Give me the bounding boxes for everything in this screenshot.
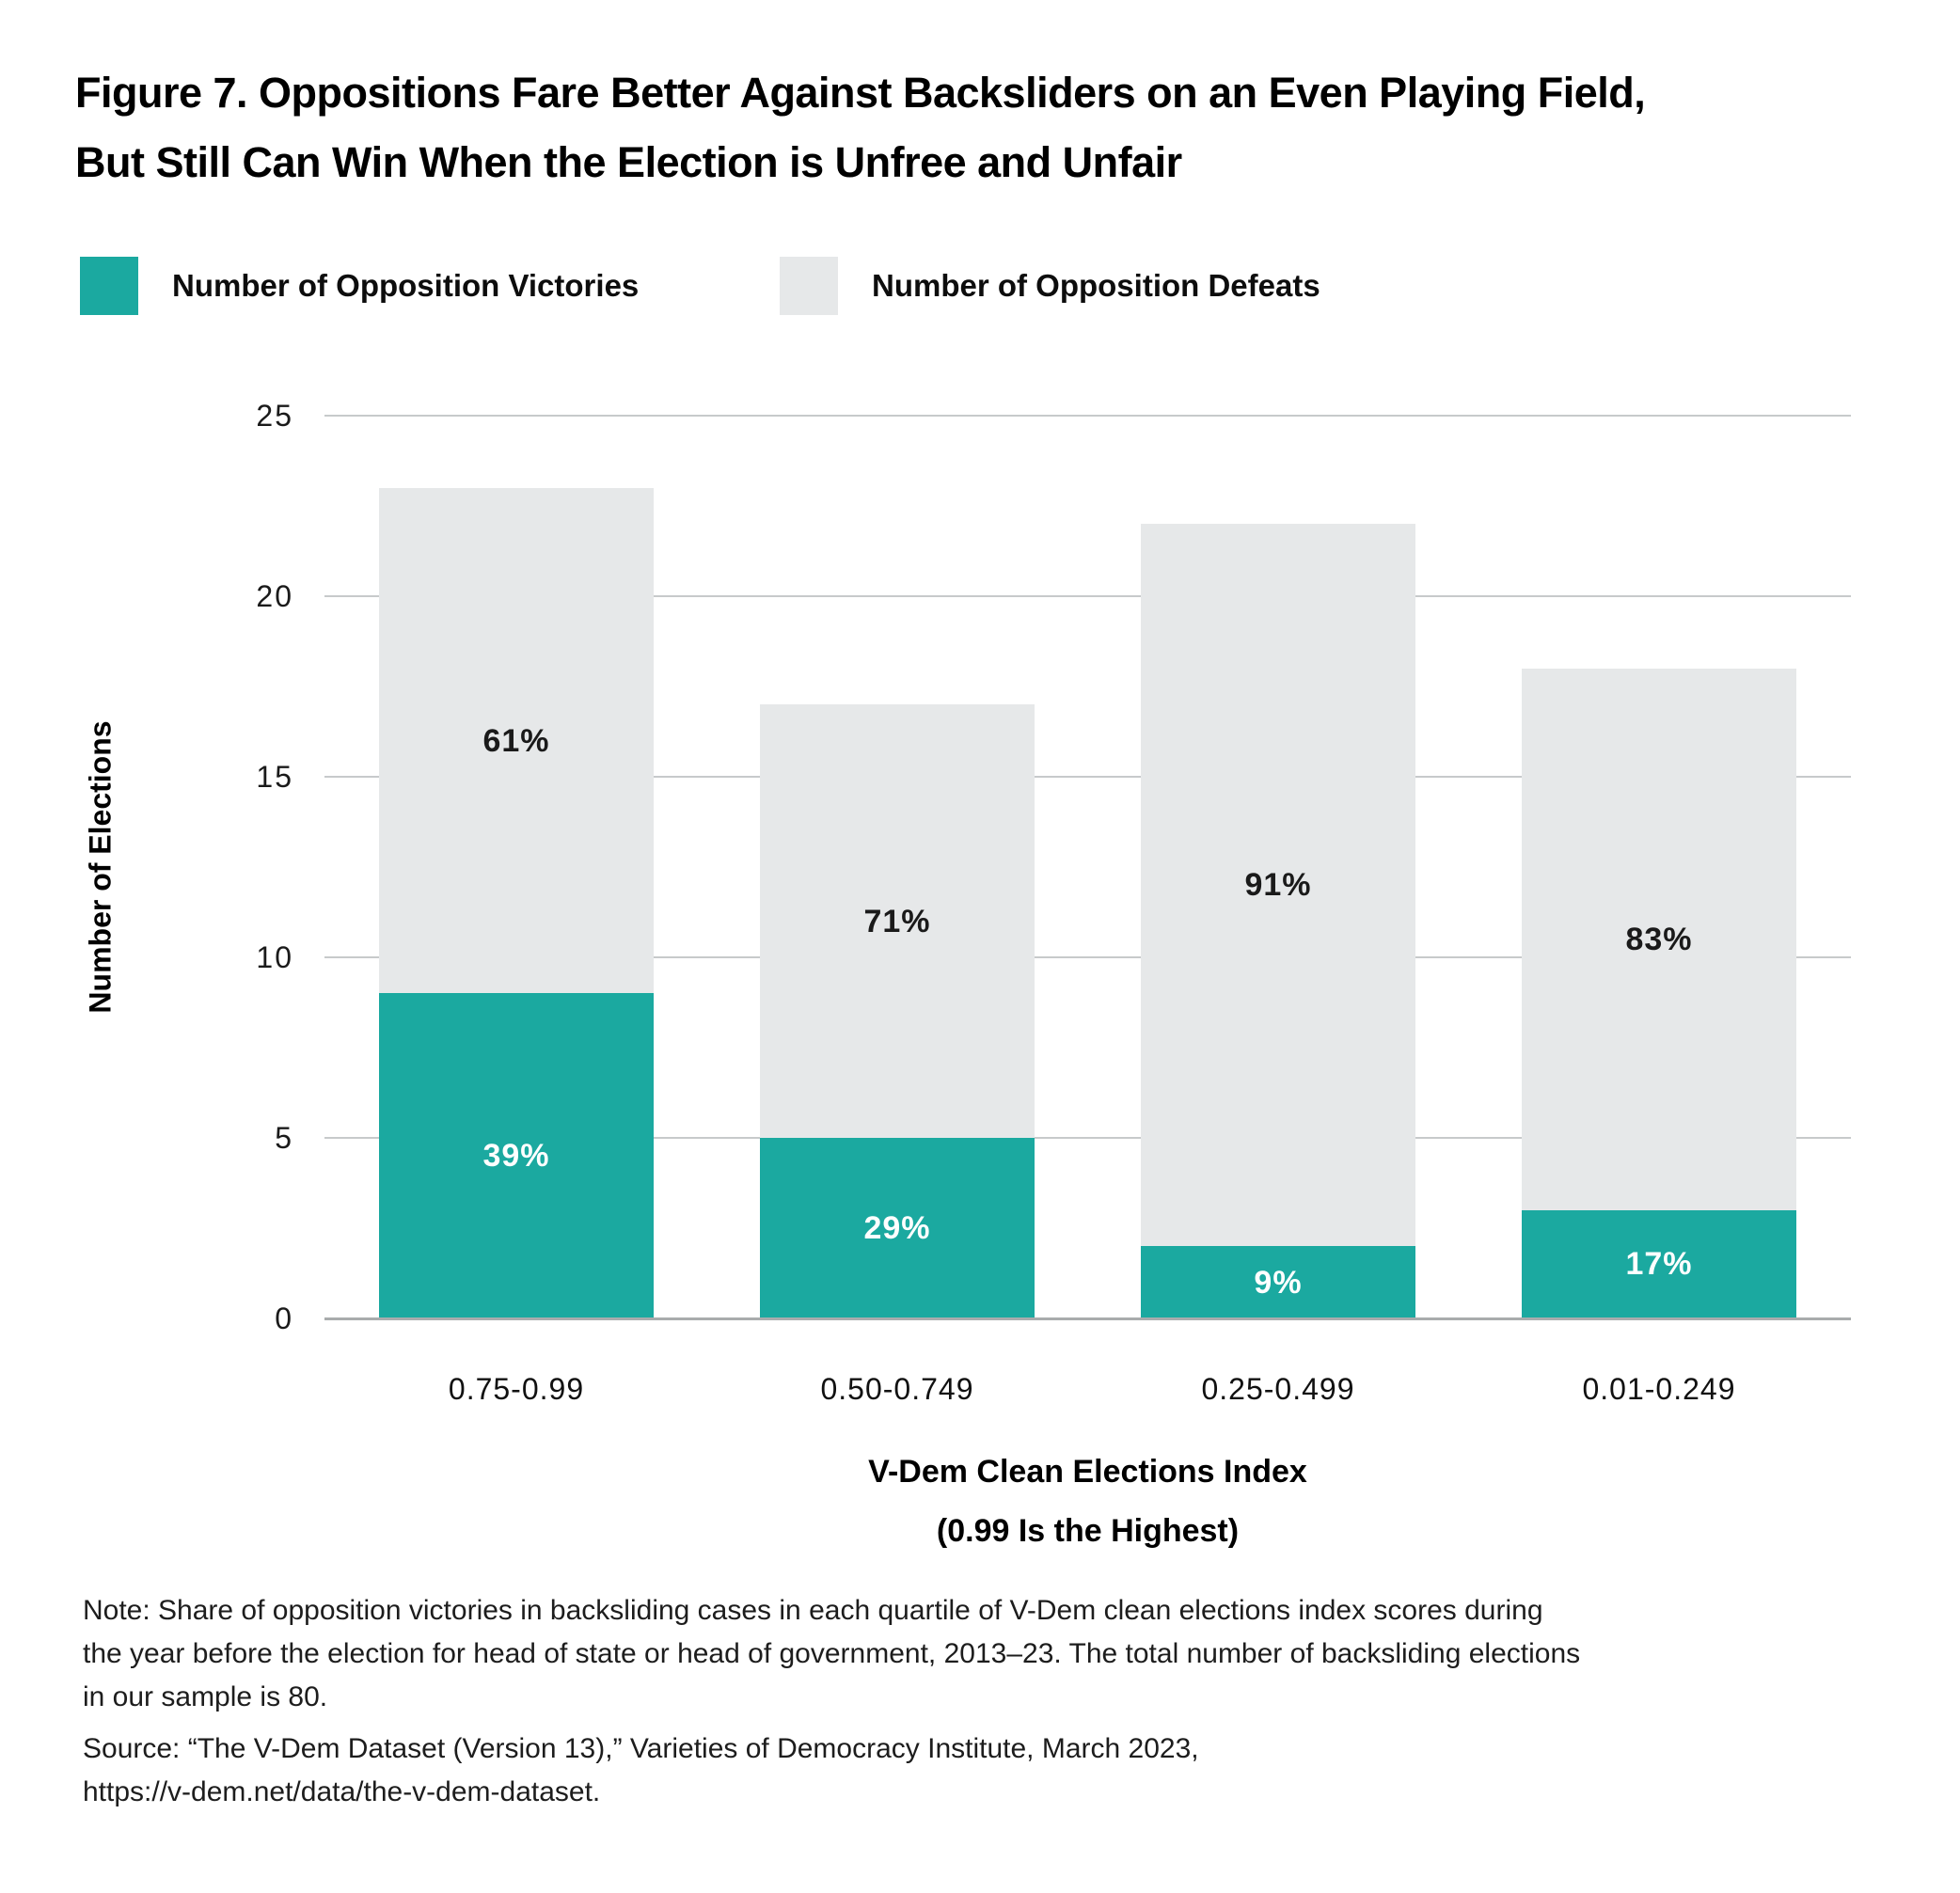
legend-swatch-defeats: [780, 257, 838, 315]
bar-percent-label-victories: 17%: [1625, 1246, 1693, 1283]
legend-label-defeats: Number of Opposition Defeats: [872, 268, 1320, 303]
bar-percent-label-victories: 9%: [1254, 1264, 1303, 1301]
x-axis-title-line2: (0.99 Is the Highest): [936, 1513, 1240, 1549]
legend-label-victories: Number of Opposition Victories: [172, 268, 640, 303]
x-tick-label: 0.75-0.99: [448, 1372, 585, 1406]
bar-percent-label-defeats: 83%: [1625, 921, 1693, 957]
bar-percent-label-victories: 39%: [482, 1138, 550, 1175]
figure-title: Figure 7. Oppositions Fare Better Agains…: [75, 58, 1909, 197]
bar-segment-defeats: [1522, 668, 1796, 1210]
y-axis-title: Number of Elections: [83, 720, 118, 1014]
source-line: https://v-dem.net/data/the-v-dem-dataset…: [83, 1776, 601, 1807]
y-tick-label: 10: [256, 940, 293, 974]
y-tick-label: 20: [256, 579, 293, 613]
bar-segment-victories: [1522, 1209, 1796, 1318]
x-tick-label: 0.01-0.249: [1582, 1372, 1736, 1406]
figure-title-line2: But Still Can Win When the Election is U…: [75, 138, 1182, 186]
x-tick-label: 0.50-0.749: [820, 1372, 974, 1406]
figure-title-line1: Figure 7. Oppositions Fare Better Agains…: [75, 69, 1646, 117]
note-line: in our sample is 80.: [83, 1681, 328, 1712]
gridline: [324, 595, 1851, 597]
note-line: Note: Share of opposition victories in b…: [83, 1595, 1543, 1626]
bar-segment-victories: [760, 1138, 1035, 1318]
bar-segment-defeats: [379, 487, 654, 994]
bar-percent-label-victories: 29%: [863, 1210, 931, 1246]
bar-segment-victories: [379, 993, 654, 1318]
y-tick-label: 15: [256, 760, 293, 794]
bar-percent-label-defeats: 91%: [1244, 867, 1312, 904]
y-tick-label: 5: [275, 1121, 293, 1155]
bar-segment-victories: [1141, 1246, 1415, 1318]
gridline: [324, 415, 1851, 417]
y-tick-label: 25: [256, 399, 293, 433]
bar-percent-label-defeats: 71%: [863, 903, 931, 939]
gridline: [324, 1137, 1851, 1139]
x-axis-title: V-Dem Clean Elections Index (0.99 Is the…: [324, 1443, 1851, 1561]
note-text: Note: Share of opposition victories in b…: [83, 1589, 1907, 1814]
bar-percent-label-defeats: 61%: [482, 722, 550, 759]
gridline: [324, 776, 1851, 778]
source-line: Source: “The V-Dem Dataset (Version 13),…: [83, 1733, 1199, 1764]
note-line: the year before the election for head of…: [83, 1638, 1581, 1669]
gridline: [324, 956, 1851, 958]
x-axis-title-line1: V-Dem Clean Elections Index: [868, 1454, 1307, 1490]
y-tick-label: 0: [275, 1301, 293, 1335]
x-tick-label: 0.25-0.499: [1201, 1372, 1355, 1406]
legend-swatch-victories: [80, 257, 138, 315]
bar-segment-defeats: [1141, 524, 1415, 1247]
x-axis-line: [324, 1317, 1851, 1320]
bar-segment-defeats: [760, 704, 1035, 1138]
